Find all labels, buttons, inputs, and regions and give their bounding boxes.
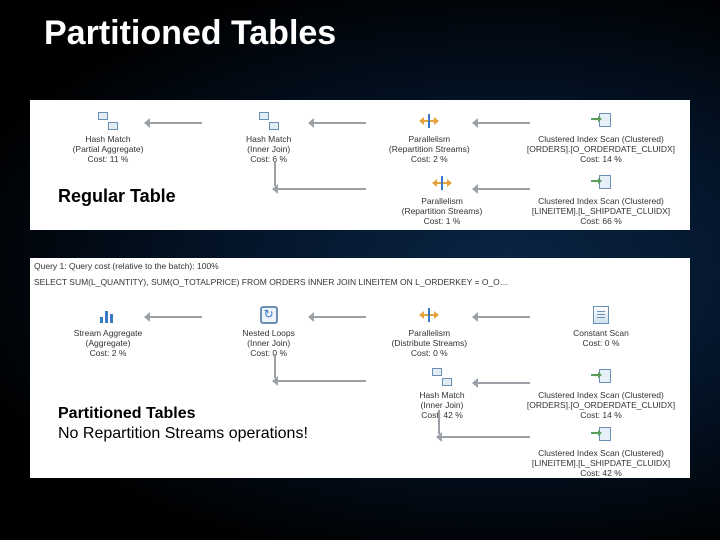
op-cost: Cost: 14 % (516, 154, 686, 164)
plan-panel-regular: Hash Match (Partial Aggregate) Cost: 11 … (30, 100, 690, 230)
op-clustered-scan-orders-2: Clustered Index Scan (Clustered) [ORDERS… (516, 366, 686, 420)
slide-title: Partitioned Tables (0, 0, 720, 53)
op-title: Stream Aggregate (34, 328, 182, 338)
op-detail: (Inner Join) (195, 338, 343, 348)
op-detail: (Inner Join) (368, 400, 516, 410)
op-title: Clustered Index Scan (Clustered) (516, 196, 686, 206)
op-title: Parallelism (355, 328, 503, 338)
label-line-2: No Repartition Streams operations! (58, 425, 308, 442)
op-cost: Cost: 42 % (368, 410, 516, 420)
op-title: Nested Loops (195, 328, 343, 338)
op-title: Hash Match (368, 390, 516, 400)
op-detail: [LINEITEM].[L_SHIPDATE_CLUIDX] (516, 458, 686, 468)
op-title: Parallelism (355, 134, 503, 144)
query-cost-header: Query 1: Query cost (relative to the bat… (30, 258, 690, 274)
hash-match-icon (258, 110, 280, 132)
op-constant-scan: Constant Scan Cost: 0 % (516, 304, 686, 348)
op-cost: Cost: 2 % (34, 348, 182, 358)
op-title: Hash Match (195, 134, 343, 144)
op-cost: Cost: 42 % (516, 468, 686, 478)
op-cost: Cost: 0 % (355, 348, 503, 358)
op-detail: (Partial Aggregate) (34, 144, 182, 154)
op-detail: (Repartition Streams) (368, 206, 516, 216)
op-parallelism-repart-2: Parallelism (Repartition Streams) Cost: … (368, 172, 516, 226)
index-scan-icon (590, 424, 612, 446)
op-title: Parallelism (368, 196, 516, 206)
op-cost: Cost: 0 % (195, 348, 343, 358)
op-cost: Cost: 0 % (516, 338, 686, 348)
index-scan-icon (590, 172, 612, 194)
label-line-1: Partitioned Tables (58, 405, 196, 422)
op-cost: Cost: 2 % (355, 154, 503, 164)
index-scan-icon (590, 366, 612, 388)
op-cost: Cost: 14 % (516, 410, 686, 420)
op-cost: Cost: 1 % (368, 216, 516, 226)
op-title: Constant Scan (516, 328, 686, 338)
op-detail: [LINEITEM].[L_SHIPDATE_CLUIDX] (516, 206, 686, 216)
op-title: Clustered Index Scan (Clustered) (516, 134, 686, 144)
plan-row-3: Stream Aggregate (Aggregate) Cost: 2 % N… (30, 294, 690, 366)
query-sql-text: SELECT SUM(L_QUANTITY), SUM(O_TOTALPRICE… (30, 274, 690, 290)
op-title: Hash Match (34, 134, 182, 144)
hash-match-icon (97, 110, 119, 132)
op-cost: Cost: 11 % (34, 154, 182, 164)
op-title: Clustered Index Scan (Clustered) (516, 448, 686, 458)
op-clustered-scan-lineitem: Clustered Index Scan (Clustered) [LINEIT… (516, 172, 686, 226)
plan-row-1: Hash Match (Partial Aggregate) Cost: 11 … (30, 100, 690, 172)
parallelism-icon (418, 304, 440, 326)
hash-match-icon (431, 366, 453, 388)
op-cost: Cost: 66 % (516, 216, 686, 226)
op-detail: (Distribute Streams) (355, 338, 503, 348)
op-hash-match-join-2: Hash Match (Inner Join) Cost: 42 % (368, 366, 516, 420)
op-detail: (Repartition Streams) (355, 144, 503, 154)
label-regular-table: Regular Table (52, 184, 182, 209)
op-cost: Cost: 6 % (195, 154, 343, 164)
index-scan-icon (590, 110, 612, 132)
constant-scan-icon (590, 304, 612, 326)
op-clustered-scan-orders: Clustered Index Scan (Clustered) [ORDERS… (516, 110, 686, 164)
op-detail: (Aggregate) (34, 338, 182, 348)
op-detail: [ORDERS].[O_ORDERDATE_CLUIDX] (516, 144, 686, 154)
label-partitioned-tables: Partitioned Tables No Repartition Stream… (52, 402, 314, 446)
op-detail: [ORDERS].[O_ORDERDATE_CLUIDX] (516, 400, 686, 410)
parallelism-icon (431, 172, 453, 194)
op-clustered-scan-lineitem-2: Clustered Index Scan (Clustered) [LINEIT… (516, 424, 686, 478)
op-title: Clustered Index Scan (Clustered) (516, 390, 686, 400)
parallelism-icon (418, 110, 440, 132)
aggregate-icon (97, 304, 119, 326)
nested-loops-icon (258, 304, 280, 326)
op-detail: (Inner Join) (195, 144, 343, 154)
